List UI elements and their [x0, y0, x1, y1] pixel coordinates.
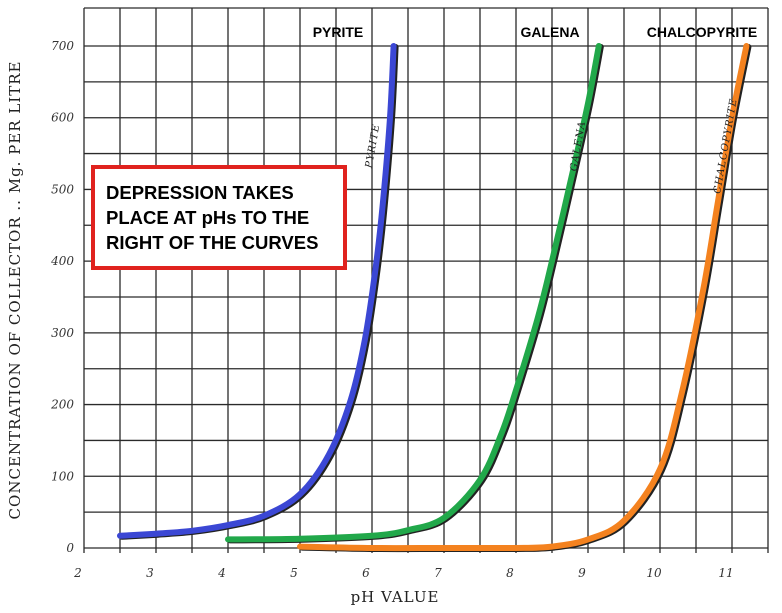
pyrite-curve-shadow: [119, 44, 399, 540]
pyrite-curve: [117, 43, 397, 539]
pyrite-label: PYRITE: [313, 24, 364, 40]
annotation-line-3: RIGHT OF THE CURVES: [106, 232, 318, 253]
x-tick-label: 6: [362, 566, 370, 580]
annotation-border: [91, 165, 347, 270]
x-tick-label: 10: [646, 566, 662, 580]
x-tick-label: 8: [506, 566, 514, 580]
x-tick-label: 4: [217, 566, 226, 580]
curves: [117, 43, 752, 553]
x-tick-label: 7: [434, 566, 442, 580]
x-tick-label: 3: [146, 566, 154, 580]
annotation-box: DEPRESSION TAKES PLACE AT pHs TO THE RIG…: [91, 165, 347, 270]
galena-label: GALENA: [520, 24, 579, 40]
y-tick-label: 100: [51, 469, 74, 483]
y-tick-label: 200: [50, 398, 74, 412]
x-axis-ticks: 2 3 4 5 6 7 8 9 10 11: [73, 566, 733, 580]
x-tick-label: 5: [290, 566, 298, 580]
y-axis-label: CONCENTRATION OF COLLECTOR .. Mg. PER LI…: [6, 61, 24, 520]
y-tick-label: 300: [51, 326, 74, 340]
pyrite-curve-label: PYRITE: [364, 123, 383, 170]
galena-curve-label: GALENA: [568, 120, 588, 172]
y-axis-ticks: 0 100 200 300 400 500 600 700: [50, 39, 74, 555]
annotation-line-1: DEPRESSION TAKES: [106, 182, 294, 203]
grid: [83, 7, 769, 553]
x-tick-label: 2: [73, 566, 82, 580]
y-tick-label: 0: [66, 541, 74, 555]
x-tick-label: 11: [718, 566, 733, 580]
x-axis-label: pH VALUE: [351, 588, 440, 606]
chalcopyrite-curve: [297, 43, 750, 552]
y-tick-label: 700: [51, 39, 74, 53]
y-tick-label: 500: [51, 182, 74, 196]
y-tick-label: 600: [51, 111, 74, 125]
y-tick-label: 400: [50, 254, 74, 268]
galena-curve: [225, 43, 602, 543]
chalcopyrite-label: CHALCOPYRITE: [647, 24, 757, 40]
x-tick-label: 9: [578, 566, 586, 580]
series-labels: PYRITEPYRITEGALENAGALENACHALCOPYRITECHAL…: [313, 24, 758, 195]
annotation-line-2: PLACE AT pHs TO THE: [106, 207, 309, 228]
